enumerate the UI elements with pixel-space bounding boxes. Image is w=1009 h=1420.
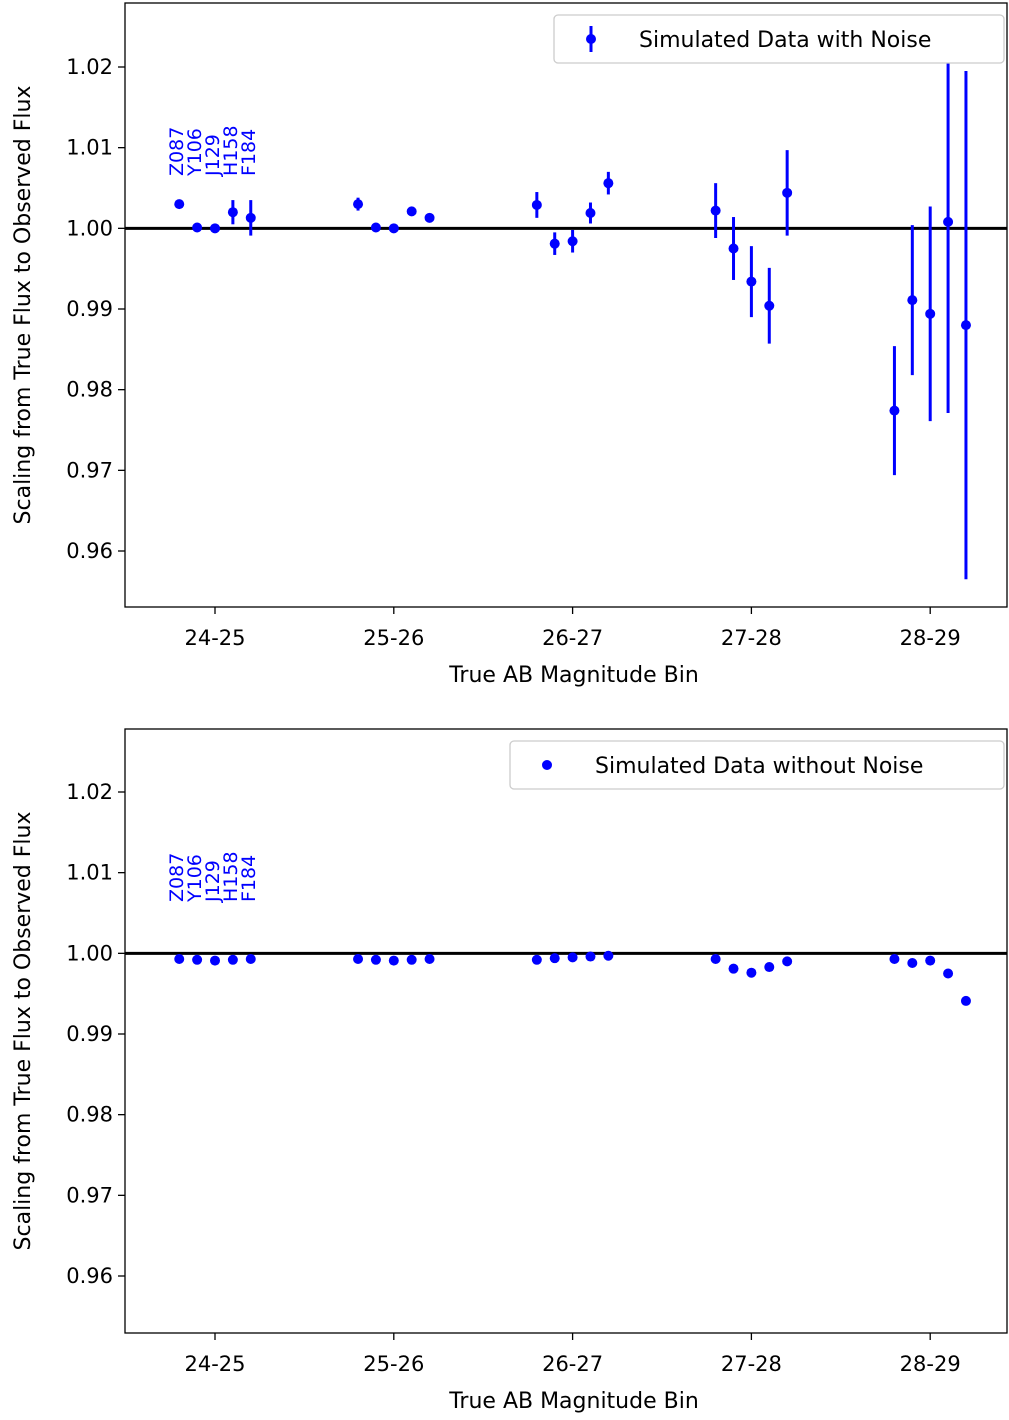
data-point [603,178,614,189]
y-tick-label: 0.96 [66,539,113,563]
filter-label: J129 [202,860,224,903]
data-point [943,968,954,979]
data-point [603,950,614,961]
filter-label: F184 [238,855,260,902]
y-tick-label: 0.99 [66,1022,113,1046]
data-point [245,953,256,964]
x-tick-label: 28-29 [900,626,961,650]
data-point [746,967,757,978]
data-point [424,212,435,223]
x-tick-label: 24-25 [184,626,245,650]
data-point [531,954,542,965]
data-point [764,962,775,973]
data-point [567,952,578,963]
y-tick-label: 0.98 [66,378,113,402]
y-tick-label: 0.97 [66,1183,113,1207]
data-point [388,955,399,966]
data-point [782,956,793,967]
data-point [960,995,971,1006]
legend-label: Simulated Data with Noise [639,28,931,53]
data-point [943,216,954,227]
x-tick-label: 25-26 [363,626,424,650]
data-point [388,223,399,234]
data-point [764,300,775,311]
data-point [353,199,364,210]
data-point [424,953,435,964]
data-point [746,276,757,287]
data-point [210,955,220,966]
x-tick-label: 27-28 [721,1352,782,1376]
y-axis-label: Scaling from True Flux to Observed Flux [11,812,36,1251]
data-point [728,243,739,254]
x-tick-label: 27-28 [721,626,782,650]
data-point [227,954,238,965]
plot-frame [124,2,1008,608]
data-point [227,207,238,218]
filter-label: Y106 [184,854,206,903]
filter-label: F184 [238,129,260,176]
filter-label: H158 [220,851,242,902]
filter-label: Y106 [184,128,206,177]
data-point [549,953,560,964]
y-tick-label: 1.02 [66,55,113,79]
chart-panel-bottom: 0.96 0.97 0.98 0.99 1.00 1.01 1.02 24-25 25-26 26… [11,728,1008,1414]
data-point [245,212,256,223]
filter-label: H158 [220,125,242,176]
x-tick-label: 26-27 [542,626,603,650]
plot-frame [124,728,1008,1334]
data-point [370,222,381,233]
data-point [710,205,721,216]
x-tick-label: 28-29 [900,1352,961,1376]
y-tick-label: 0.96 [66,1264,113,1288]
data-point [210,223,220,234]
chart-panel-top: 0.96 0.97 0.98 0.99 1.00 1.01 1.02 24-25 25-26 26… [11,2,1008,688]
data-point [907,958,918,969]
data-point [782,187,793,198]
x-axis-label: True AB Magnitude Bin [448,663,699,688]
y-tick-label: 1.00 [66,216,113,240]
y-tick-label: 1.00 [66,941,113,965]
data-point [889,405,900,416]
data-point [192,954,203,965]
data-point [925,955,936,966]
data-point [907,295,918,306]
legend-label: Simulated Data without Noise [595,754,923,779]
filter-label: Z087 [166,127,188,176]
filter-label: Z087 [166,853,188,902]
data-point [585,951,596,962]
y-tick-label: 1.02 [66,780,113,804]
data-point [174,953,185,964]
data-point [192,222,203,233]
data-point [567,236,578,247]
x-tick-label: 25-26 [363,1352,424,1376]
data-point [531,199,542,210]
y-tick-label: 1.01 [66,136,113,160]
legend-box [553,14,1005,64]
y-axis-label: Scaling from True Flux to Observed Flux [11,86,36,525]
y-tick-label: 0.99 [66,297,113,321]
data-point [710,953,721,964]
data-point [370,954,381,965]
data-point [174,199,185,210]
filter-label: J129 [202,134,224,177]
y-tick-label: 0.98 [66,1103,113,1127]
x-tick-label: 24-25 [184,1352,245,1376]
data-point [960,320,971,331]
data-point [585,208,596,219]
x-tick-label: 26-27 [542,1352,603,1376]
data-point [406,206,417,217]
data-point [549,238,560,249]
data-point [889,953,900,964]
y-tick-label: 1.01 [66,861,113,885]
x-axis-label: True AB Magnitude Bin [448,1389,699,1414]
data-point [925,308,936,319]
data-point [728,963,739,974]
legend-box [509,740,1005,790]
legend-marker [542,760,552,770]
y-tick-label: 0.97 [66,458,113,482]
legend-marker [586,34,596,44]
data-point [353,953,364,964]
data-point [406,954,417,965]
